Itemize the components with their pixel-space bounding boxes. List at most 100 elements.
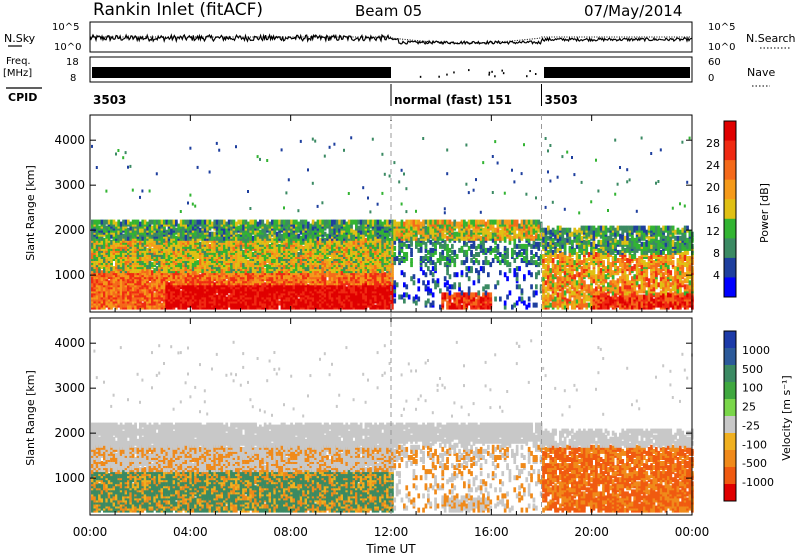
- range-cell: [170, 237, 173, 243]
- range-cell: [95, 300, 99, 306]
- range-cell: [189, 260, 193, 266]
- range-cell: [110, 233, 113, 239]
- range-cell: [405, 219, 409, 225]
- range-cell: [297, 221, 301, 227]
- range-cell: [163, 237, 166, 243]
- range-cell: [119, 221, 123, 227]
- range-cell: [129, 164, 132, 168]
- range-cell: [381, 191, 384, 195]
- range-cell: [91, 254, 94, 259]
- range-cell: [405, 252, 409, 257]
- range-cell: [122, 225, 125, 231]
- range-cell: [170, 229, 173, 235]
- range-cell: [278, 300, 281, 306]
- range-cell: [170, 290, 173, 296]
- range-cell: [189, 219, 193, 225]
- range-cell: [103, 298, 106, 304]
- freq-dot: [529, 70, 531, 73]
- range-cell: [107, 280, 111, 286]
- range-cell: [338, 219, 341, 225]
- range-cell: [271, 296, 274, 302]
- range-cell: [307, 168, 309, 172]
- range-cell: [115, 262, 118, 268]
- range-cell: [328, 145, 331, 149]
- freq-panel: Freq. [MHz] 18 8 Nave 60 0: [3, 56, 775, 87]
- range-cell: [215, 276, 219, 282]
- range-cell: [297, 233, 301, 239]
- range-cell: [359, 219, 363, 225]
- range-cell: [230, 268, 233, 274]
- range-cell: [110, 219, 113, 225]
- range-cell: [203, 227, 207, 233]
- range-cell: [218, 249, 221, 255]
- range-cell: [110, 239, 113, 245]
- range-cell: [410, 258, 413, 263]
- range-cell: [307, 284, 310, 290]
- range-cell: [146, 225, 149, 231]
- range-cell: [155, 219, 159, 225]
- range-cell: [175, 219, 178, 225]
- range-cell: [259, 219, 262, 225]
- range-cell: [187, 201, 189, 205]
- range-cell: [405, 284, 409, 290]
- range-cell: [254, 229, 257, 235]
- range-cell: [117, 219, 121, 225]
- range-cell: [254, 219, 257, 225]
- range-cell: [225, 280, 229, 286]
- range-cell: [124, 219, 128, 225]
- range-cell: [119, 284, 123, 290]
- range-cell: [314, 221, 317, 227]
- range-cell: [117, 229, 121, 235]
- range-cell: [187, 247, 190, 253]
- range-cell: [287, 219, 291, 225]
- range-cell: [208, 243, 212, 249]
- range-cell: [119, 262, 123, 268]
- range-cell: [184, 286, 188, 292]
- range-cell: [223, 268, 226, 274]
- range-cell: [376, 219, 380, 225]
- range-cell: [148, 270, 152, 276]
- range-cell: [155, 284, 159, 290]
- range-cell: [100, 254, 104, 259]
- range-cell: [143, 237, 147, 243]
- range-cell: [307, 221, 310, 227]
- range-cell: [129, 300, 133, 306]
- range-cell: [213, 219, 217, 225]
- range-cell: [297, 209, 300, 213]
- range-cell: [175, 239, 178, 245]
- range-cell: [167, 219, 171, 225]
- range-cell: [400, 202, 403, 206]
- cpid-panel: CPID 3503 normal (fast) 151 3503: [6, 84, 578, 107]
- range-cell: [203, 245, 207, 251]
- range-cell: [242, 235, 245, 241]
- range-cell: [273, 219, 277, 225]
- range-cell: [201, 229, 205, 235]
- freq-dot: [491, 70, 493, 73]
- range-cell: [369, 219, 373, 225]
- range-cell: [107, 231, 111, 237]
- nsky-trace: [89, 33, 693, 46]
- range-cell: [232, 262, 236, 268]
- range-cell: [383, 219, 387, 225]
- range-cell: [379, 219, 382, 225]
- range-cell: [105, 300, 109, 306]
- range-cell: [415, 300, 418, 306]
- range-cell: [220, 280, 224, 286]
- range-cell: [175, 292, 178, 298]
- range-cell: [110, 270, 113, 276]
- range-cell: [230, 219, 233, 225]
- range-cell: [211, 241, 214, 247]
- range-cell: [208, 219, 212, 225]
- range-cell: [275, 219, 279, 225]
- range-cell: [403, 272, 406, 278]
- range-cell: [187, 233, 190, 239]
- range-cell: [148, 282, 152, 288]
- range-cell: [184, 233, 188, 239]
- range-cell: [122, 264, 125, 270]
- range-cell: [151, 225, 154, 231]
- freq-dot: [526, 75, 528, 78]
- range-cell: [179, 302, 183, 308]
- range-cell: [191, 202, 194, 206]
- range-cell: [163, 219, 166, 225]
- range-cell: [100, 243, 104, 249]
